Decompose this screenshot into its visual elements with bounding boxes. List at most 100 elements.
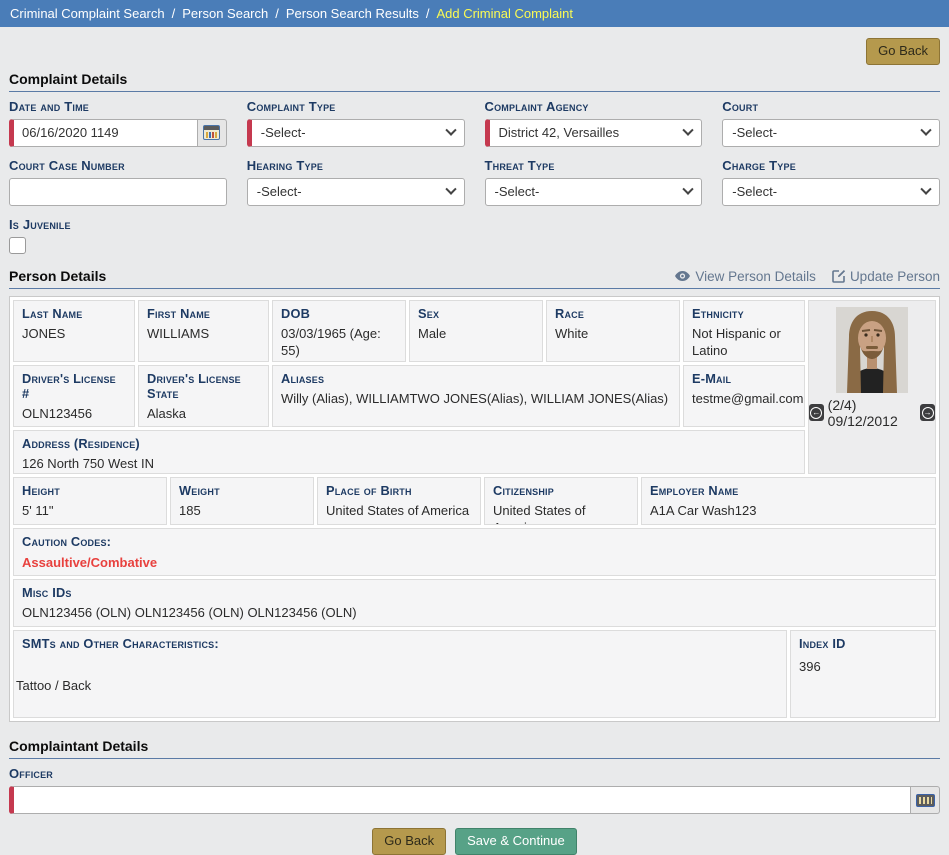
complaintant-details-title: Complaintant Details	[9, 738, 149, 755]
court-select[interactable]: -Select-	[722, 118, 940, 147]
calendar-button[interactable]	[197, 118, 227, 147]
breadcrumb-person-search-results[interactable]: Person Search Results	[285, 6, 419, 21]
employer-name-cell: Employer Name A1A Car Wash123	[641, 476, 936, 525]
drivers-license-number-value: OLN123456	[22, 405, 93, 421]
last-name-label: Last Name	[22, 305, 83, 321]
weight-cell: Weight 185	[170, 476, 314, 525]
date-and-time-field: Date and Time	[9, 99, 227, 147]
index-id-value: 396	[799, 659, 821, 675]
charge-type-select[interactable]: -Select-	[722, 177, 940, 206]
date-and-time-label: Date and Time	[9, 98, 89, 114]
breadcrumb: Criminal Complaint Search / Person Searc…	[0, 0, 949, 27]
dob-label: DOB	[281, 305, 311, 321]
officer-input[interactable]	[9, 786, 911, 815]
citizenship-label: Citizenship	[493, 482, 554, 498]
court-field: Court -Select-	[722, 99, 940, 147]
race-value: White	[555, 325, 589, 341]
first-name-cell: First Name WILLIAMS	[138, 299, 269, 362]
complaint-agency-field: Complaint Agency District 42, Versailles	[484, 98, 703, 147]
keyboard-icon	[915, 793, 935, 807]
is-juvenile-checkbox[interactable]	[9, 236, 26, 254]
caution-codes-value: Assaultive/Combative	[22, 554, 158, 570]
complaint-agency-value: District 42, Versailles	[498, 125, 620, 141]
misc-ids-value: OLN123456 (OLN) OLN123456 (OLN) OLN12345…	[22, 604, 357, 620]
threat-type-select[interactable]: -Select-	[484, 177, 703, 206]
employer-name-label: Employer Name	[650, 482, 739, 498]
threat-type-label: Threat Type	[484, 157, 555, 173]
photo-next-button[interactable]: →	[920, 404, 935, 422]
chevron-down-icon	[682, 183, 694, 195]
last-name-value: JONES	[22, 325, 66, 341]
arrow-left-icon: ←	[810, 406, 823, 419]
height-cell: Height 5' 11"	[13, 476, 167, 525]
email-label: E-Mail	[692, 370, 732, 386]
person-photo-cell: ← (2/4) 09/12/2012 →	[808, 299, 936, 474]
sex-value: Male	[418, 325, 447, 341]
smts-value: Tattoo / Back	[16, 678, 92, 694]
update-person-label: Update Person	[849, 268, 940, 284]
employer-name-value: A1A Car Wash123	[650, 502, 757, 518]
index-id-cell: Index ID 396	[790, 630, 936, 719]
calendar-icon	[203, 125, 221, 141]
breadcrumb-separator: /	[425, 6, 430, 21]
ethnicity-value: Not Hispanic or Latino	[692, 325, 781, 359]
hearing-type-value: -Select-	[256, 184, 302, 200]
court-case-number-input[interactable]	[9, 177, 227, 206]
place-of-birth-label: Place of Birth	[326, 482, 412, 498]
court-case-number-label: Court Case Number	[9, 157, 125, 173]
edit-icon	[832, 270, 846, 284]
charge-type-value: -Select-	[732, 184, 778, 200]
index-id-label: Index ID	[799, 636, 846, 652]
weight-value: 185	[179, 502, 201, 518]
email-cell: E-Mail testme@gmail.com	[683, 364, 805, 427]
dob-cell: DOB 03/03/1965 (Age: 55)	[272, 299, 406, 362]
drivers-license-state-label: Driver's License State	[147, 370, 241, 401]
complaint-type-label: Complaint Type	[246, 98, 336, 114]
view-person-details-link[interactable]: View Person Details	[674, 269, 816, 284]
chevron-down-icon	[444, 124, 457, 136]
breadcrumb-criminal-complaint-search[interactable]: Criminal Complaint Search	[10, 6, 165, 21]
complaint-type-field: Complaint Type -Select-	[246, 98, 465, 147]
race-label: Race	[555, 305, 585, 321]
person-details-table: Last Name JONES First Name WILLIAMS DOB …	[9, 295, 940, 723]
save-and-continue-button[interactable]: Save & Continue	[455, 828, 577, 855]
caution-codes-label: Caution Codes:	[22, 533, 112, 549]
dob-value: 03/03/1965 (Age: 55)	[281, 325, 381, 359]
breadcrumb-person-search[interactable]: Person Search	[182, 6, 269, 21]
photo-previous-button[interactable]: ←	[809, 404, 824, 422]
go-back-button-top[interactable]: Go Back	[866, 38, 940, 65]
eye-icon	[675, 271, 691, 282]
race-cell: Race White	[546, 299, 680, 362]
caution-codes-cell: Caution Codes: Assaultive/Combative	[13, 527, 936, 576]
charge-type-field: Charge Type -Select-	[722, 158, 940, 206]
hearing-type-select[interactable]: -Select-	[246, 177, 465, 206]
smts-cell: SMTs and Other Characteristics: Tattoo /…	[13, 630, 787, 719]
go-back-button-bottom[interactable]: Go Back	[372, 828, 447, 855]
complaint-type-select[interactable]: -Select-	[246, 118, 465, 147]
chevron-down-icon	[920, 124, 932, 136]
drivers-license-state-cell: Driver's License State Alaska	[138, 364, 269, 427]
chevron-down-icon	[444, 183, 457, 195]
court-case-number-field: Court Case Number	[9, 158, 227, 206]
first-name-label: First Name	[147, 305, 211, 321]
address-residence-cell: Address (Residence) 126 North 750 West I…	[13, 429, 805, 474]
aliases-value: Willy (Alias), WILLIAMTWO JONES(Alias), …	[281, 390, 669, 406]
keyboard-button[interactable]	[911, 786, 940, 815]
complaint-details-title: Complaint Details	[9, 70, 128, 87]
aliases-label: Aliases	[281, 370, 325, 386]
chevron-down-icon	[920, 183, 932, 195]
misc-ids-cell: Misc IDs OLN123456 (OLN) OLN123456 (OLN)…	[13, 578, 936, 628]
mugshot-photo	[836, 306, 908, 393]
court-value: -Select-	[732, 125, 778, 141]
place-of-birth-cell: Place of Birth United States of America	[317, 476, 481, 525]
date-and-time-input[interactable]	[9, 118, 198, 147]
ethnicity-label: Ethnicity	[692, 305, 744, 321]
first-name-value: WILLIAMS	[147, 325, 210, 341]
photo-caption: (2/4) 09/12/2012	[827, 396, 898, 429]
complaint-agency-select[interactable]: District 42, Versailles	[484, 118, 703, 147]
update-person-link[interactable]: Update Person	[832, 269, 940, 284]
hearing-type-label: Hearing Type	[246, 157, 324, 173]
complaint-agency-label: Complaint Agency	[484, 98, 589, 114]
breadcrumb-add-criminal-complaint: Add Criminal Complaint	[436, 6, 574, 21]
address-residence-value: 126 North 750 West IN	[22, 455, 154, 471]
